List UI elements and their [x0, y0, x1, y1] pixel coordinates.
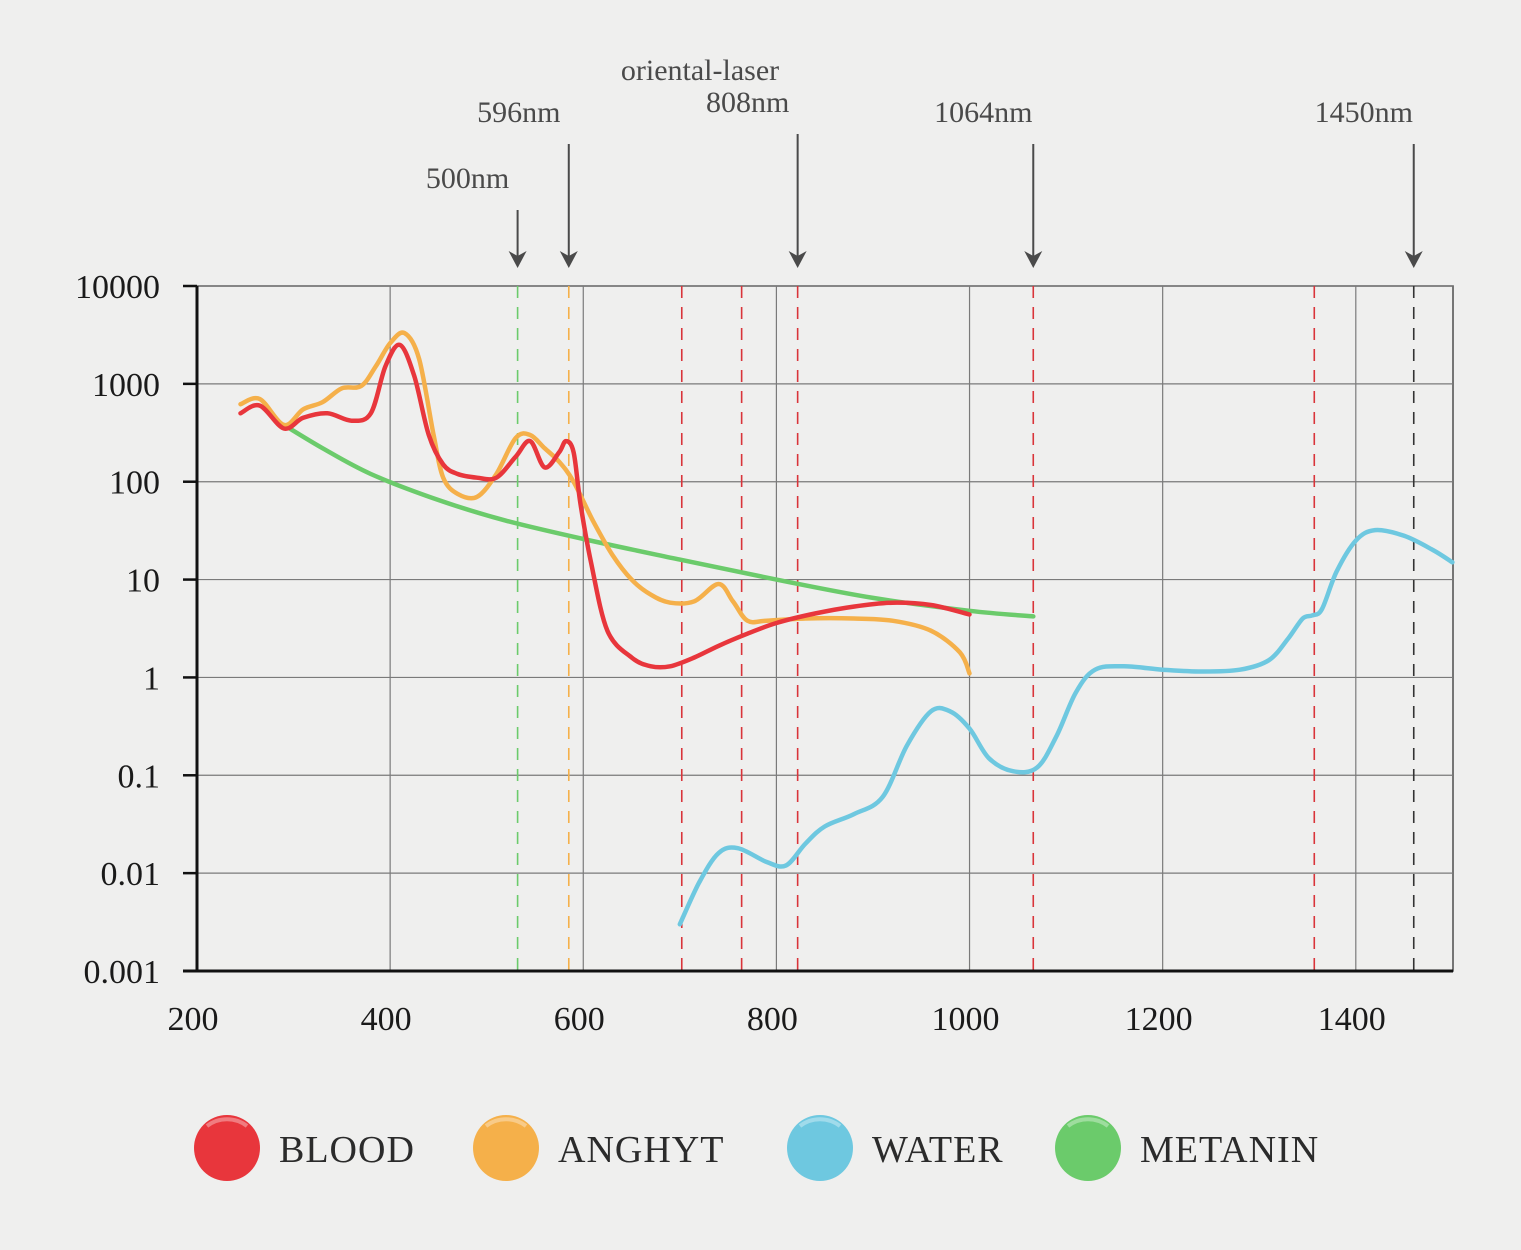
- legend-swatch-anghyt: [473, 1115, 539, 1181]
- annotation-label: 1064nm: [934, 96, 1032, 129]
- legend-label-metanin: METANIN: [1140, 1129, 1319, 1171]
- y-tick-label: 1: [143, 660, 160, 697]
- series-lines: [238, 330, 1455, 927]
- x-tick-label: 400: [361, 1001, 412, 1038]
- legend-swatch-highlight: [484, 1117, 528, 1128]
- annotation-arrow-head: [1404, 251, 1423, 268]
- y-tick-label: 0.1: [118, 758, 161, 795]
- annotation-arrow-head: [1024, 251, 1043, 268]
- y-tick-label: 10000: [75, 269, 160, 306]
- series-line-blood: [238, 342, 972, 670]
- y-tick-label: 0.001: [84, 954, 161, 991]
- y-tick-label: 1000: [92, 367, 160, 404]
- guide-lines: [516, 286, 1415, 971]
- annotation-arrow-head: [788, 251, 807, 268]
- x-tick-label: 1200: [1125, 1001, 1193, 1038]
- legend: BLOOD ANGHYT WATER METANIN: [194, 1115, 1319, 1181]
- header-label: oriental-laser: [621, 54, 779, 87]
- annotation-label: 596nm: [477, 96, 560, 129]
- x-tick-label: 1000: [932, 1001, 1000, 1038]
- x-tick-label: 600: [554, 1001, 605, 1038]
- wavelength-annotations: 500nm 596nm 808nm 1064nm 1450nm: [426, 86, 1423, 268]
- legend-label-blood: BLOOD: [279, 1129, 415, 1171]
- series-line-anghyt: [238, 330, 972, 676]
- annotation-label: 1450nm: [1315, 96, 1413, 129]
- legend-swatch-highlight: [205, 1117, 249, 1128]
- legend-label-anghyt: ANGHYT: [558, 1129, 724, 1171]
- y-tick-label: 100: [109, 465, 160, 502]
- legend-swatch-highlight: [798, 1117, 842, 1128]
- legend-swatch-highlight: [1066, 1117, 1110, 1128]
- y-tick-label: 10: [126, 563, 160, 600]
- annotation-arrow-head: [508, 251, 527, 268]
- legend-swatch-blood: [194, 1115, 260, 1181]
- y-tick-label: 0.01: [101, 856, 161, 893]
- legend-swatch-metanin: [1055, 1115, 1121, 1181]
- series-line-metanin: [281, 422, 1036, 619]
- annotation-arrow-head: [559, 251, 578, 268]
- plot-frame: [196, 285, 1454, 972]
- x-tick-label: 200: [168, 1001, 219, 1038]
- grid: [196, 285, 1454, 972]
- series-line-water: [677, 527, 1455, 927]
- x-tick-label: 1400: [1318, 1001, 1386, 1038]
- annotation-label: 808nm: [706, 86, 789, 119]
- legend-swatch-water: [787, 1115, 853, 1181]
- annotation-label: 500nm: [426, 162, 509, 195]
- x-tick-label: 800: [747, 1001, 798, 1038]
- legend-label-water: WATER: [872, 1129, 1004, 1171]
